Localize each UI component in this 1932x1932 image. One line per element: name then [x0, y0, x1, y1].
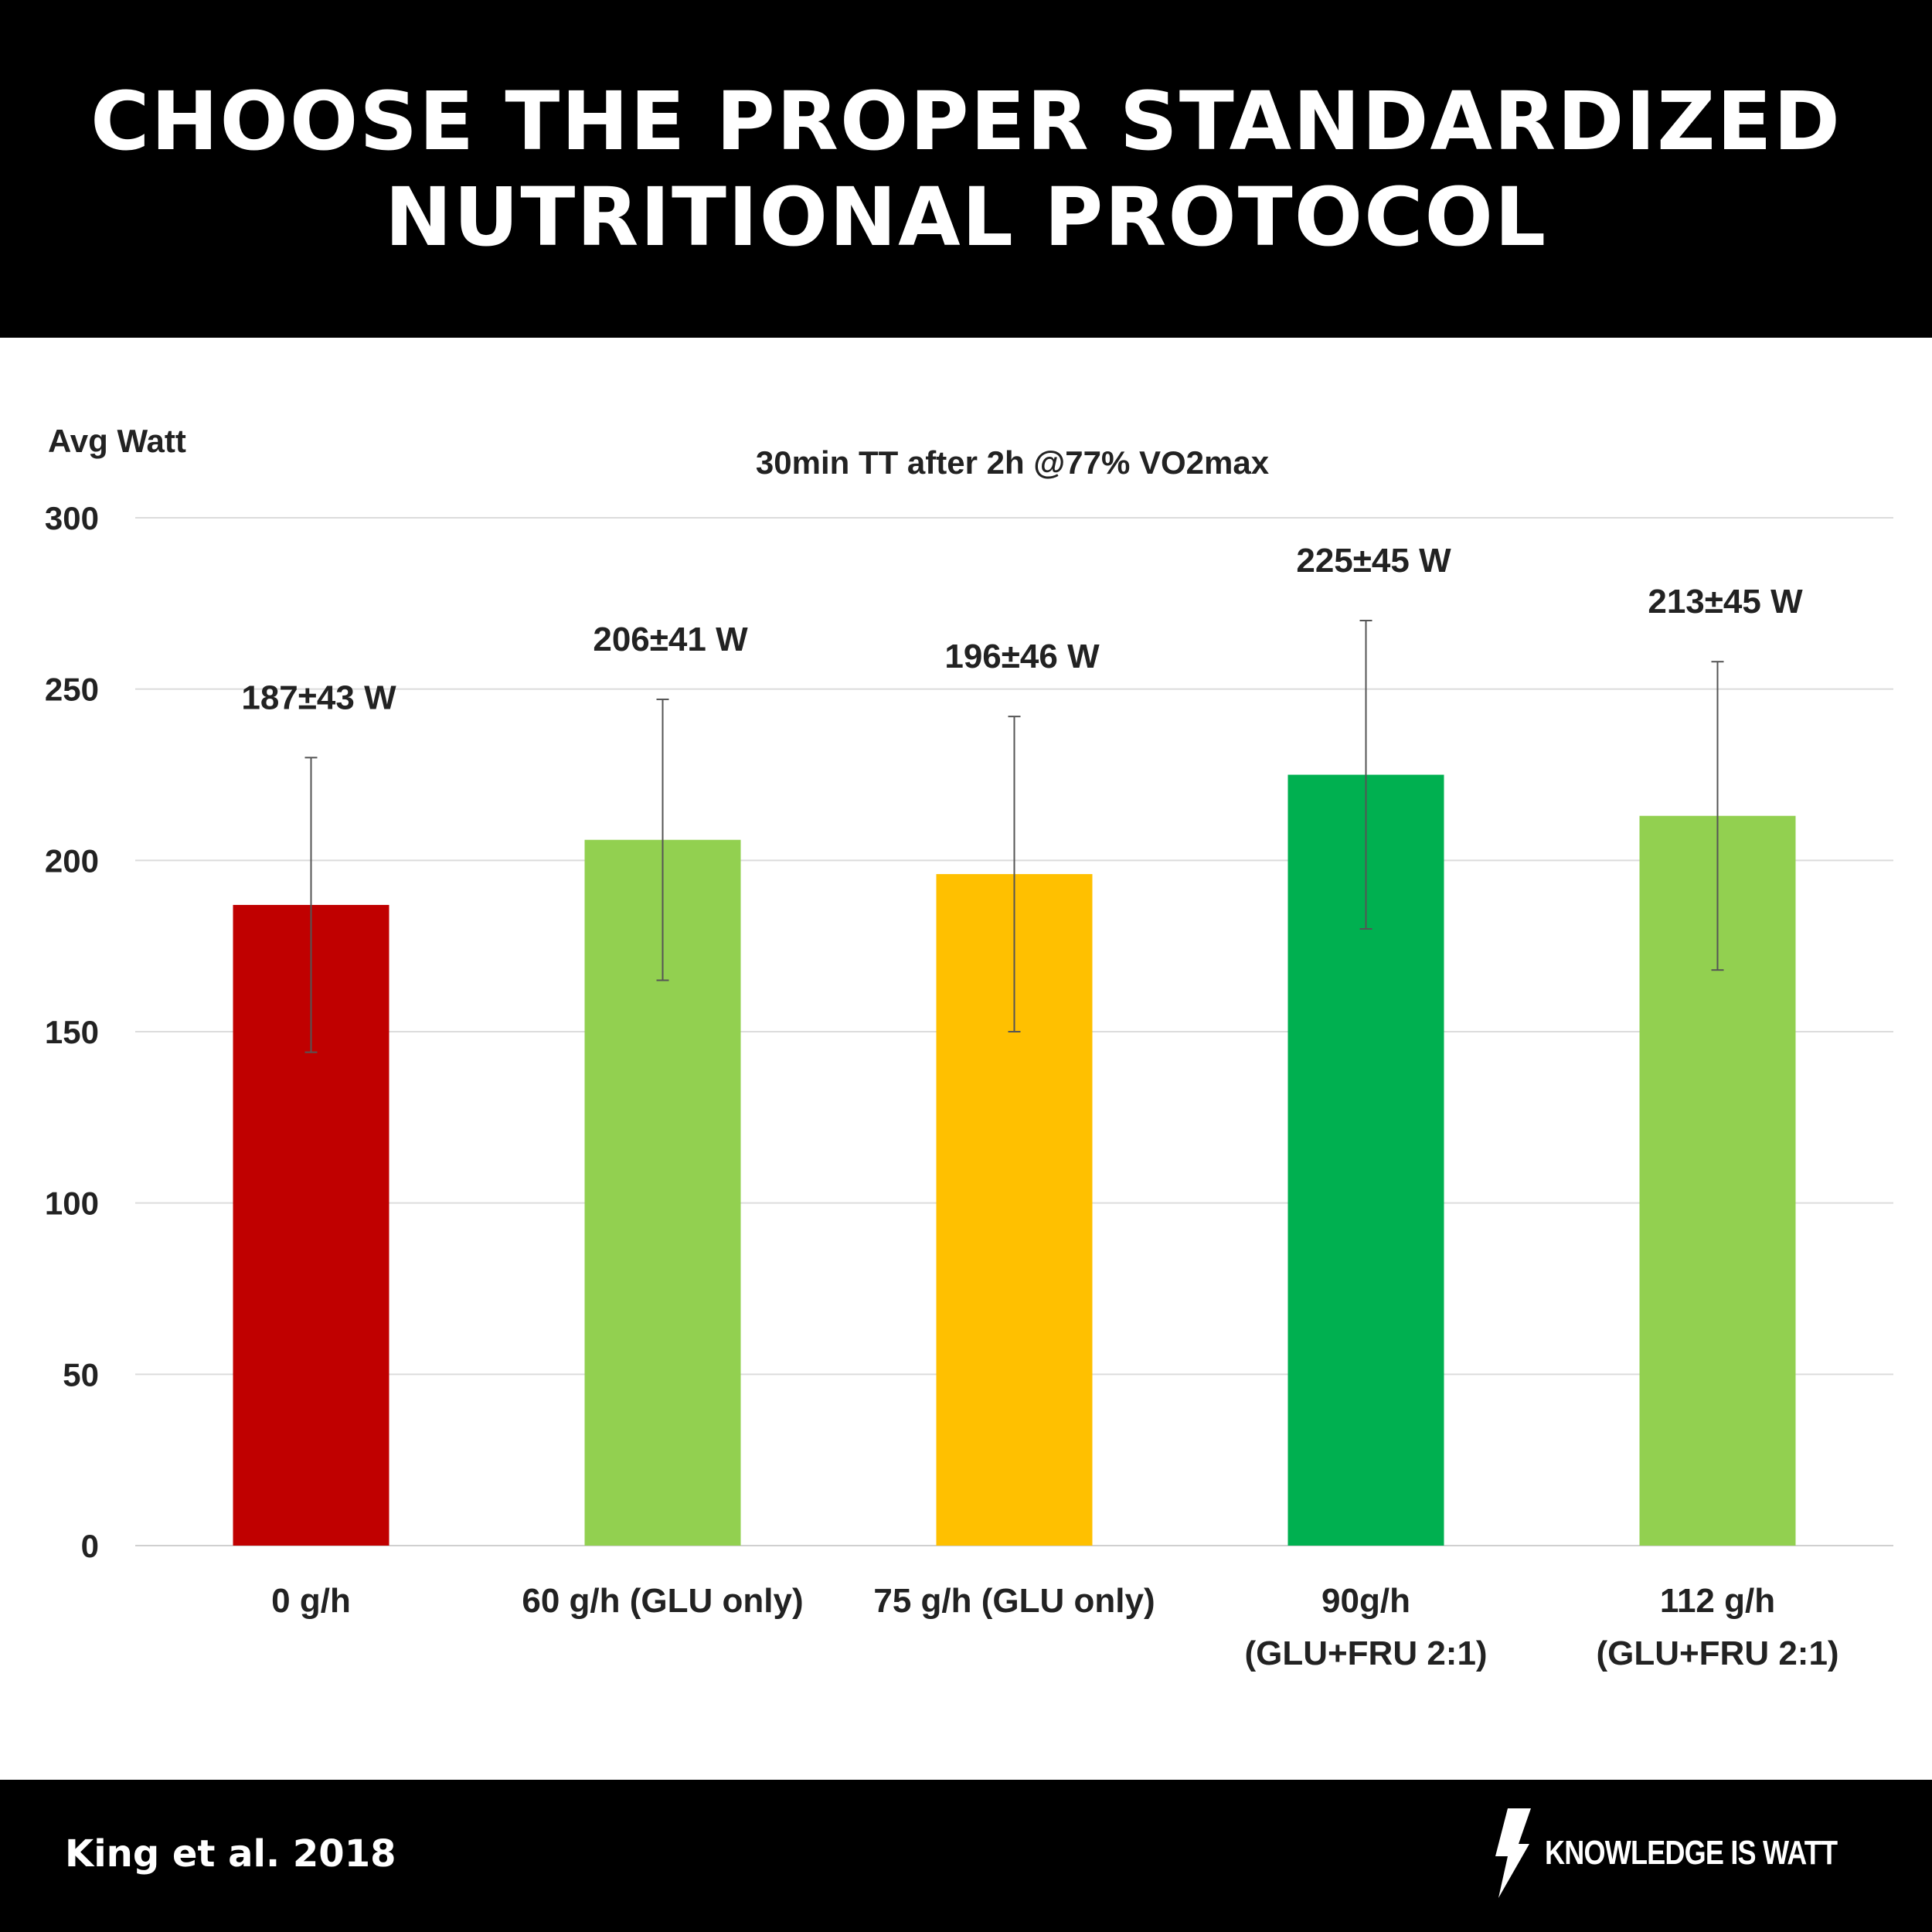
- data-label: 206±41 W: [593, 621, 748, 658]
- footer-bar: King et al. 2018 KNOWLEDGE IS WATT: [0, 1780, 1932, 1932]
- data-label: 213±45 W: [1648, 583, 1803, 621]
- brand-name: KNOWLEDGE IS WATT: [1544, 1834, 1838, 1872]
- x-tick-label: 0 g/h: [271, 1582, 351, 1620]
- headline-line-1: CHOOSE THE PROPER STANDARDIZED: [90, 73, 1842, 168]
- y-tick-label: 0: [81, 1528, 99, 1564]
- x-tick-label: 75 g/h (GLU only): [873, 1582, 1155, 1620]
- y-tick-label: 300: [45, 500, 99, 536]
- y-tick-label: 200: [45, 842, 99, 879]
- brand-logo: KNOWLEDGE IS WATT: [1495, 1803, 1901, 1903]
- y-tick-label: 100: [45, 1185, 99, 1222]
- bar-chart: 0 50 100 150 200 250 300 Avg Watt 30min TT after…: [45, 423, 1893, 1672]
- data-label: 196±46 W: [944, 638, 1100, 675]
- y-tick-label: 250: [45, 672, 99, 708]
- y-tick-label: 50: [63, 1356, 99, 1393]
- x-tick-label: (GLU+FRU 2:1): [1596, 1634, 1838, 1672]
- y-axis-label: Avg Watt: [48, 423, 186, 459]
- headline-line-2: NUTRITIONAL PROTOCOL: [384, 169, 1548, 264]
- x-tick-label: 60 g/h (GLU only): [522, 1582, 803, 1620]
- x-tick-label: 112 g/h: [1660, 1582, 1775, 1620]
- y-tick-label: 150: [45, 1014, 99, 1050]
- data-label: 225±45 W: [1296, 542, 1451, 580]
- lightning-bolt-icon: [1495, 1808, 1531, 1898]
- header-banner: CHOOSE THE PROPER STANDARDIZED NUTRITION…: [0, 0, 1932, 338]
- chart-title: 30min TT after 2h @77% VO2max: [756, 444, 1270, 481]
- citation: King et al. 2018: [65, 1832, 396, 1876]
- chart-area: 0 50 100 150 200 250 300 Avg Watt 30min TT after…: [0, 338, 1932, 1780]
- x-tick-label: 90g/h: [1321, 1582, 1410, 1620]
- data-label: 187±43 W: [241, 679, 396, 716]
- x-tick-label: (GLU+FRU 2:1): [1244, 1634, 1487, 1672]
